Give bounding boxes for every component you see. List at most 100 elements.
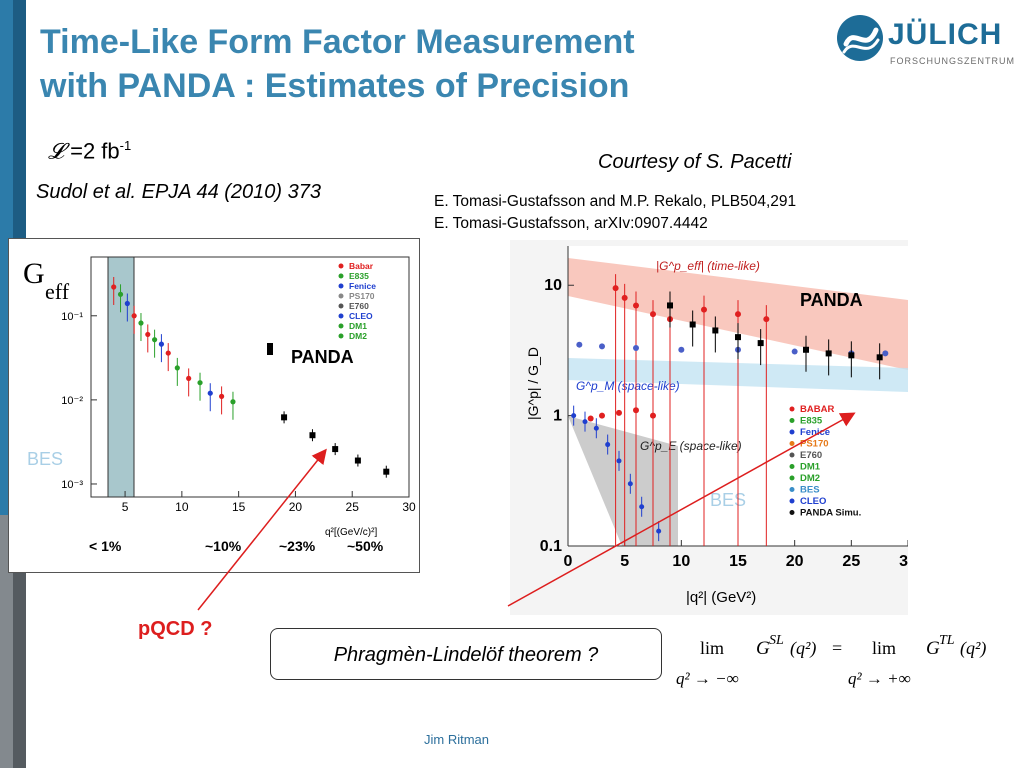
left-x-tick-label: 25 — [346, 500, 360, 514]
precision-label-3: ~23% — [279, 538, 316, 554]
left-panda-point — [309, 432, 316, 439]
left-legend-entry: Fenice — [349, 281, 376, 291]
right-ge-point — [639, 504, 645, 510]
left-experimental-point — [165, 350, 171, 356]
formula-sup-right: TL — [939, 633, 955, 648]
right-legend-entry: PANDA Simu. — [800, 508, 861, 519]
juelich-logo: JÜLICH FORSCHUNGSZENTRUM — [836, 14, 1014, 74]
right-panda-point — [712, 327, 719, 334]
right-legend-entry: E760 — [800, 450, 822, 461]
left-experimental-point — [152, 337, 158, 343]
band-label-timelike: |G^p_eff| (time-like) — [656, 259, 760, 273]
right-gm-point — [599, 343, 605, 350]
courtesy-text: Courtesy of S. Pacetti — [598, 151, 792, 173]
left-panda-point — [354, 457, 361, 464]
band-label-ge: G^p_E (space-like) — [640, 439, 742, 453]
reference-1: E. Tomasi-Gustafsson and M.P. Rekalo, PL… — [434, 193, 797, 210]
right-lowq-point — [633, 407, 639, 414]
formula-lim-left: lim — [700, 638, 724, 658]
sudol-reference: Sudol et al. EPJA 44 (2010) 373 — [36, 181, 321, 203]
right-y-tick-label: 1 — [553, 408, 562, 425]
formula-sub-left: q² → −∞ — [676, 669, 739, 688]
left-y-tick-label: 10⁻¹ — [61, 311, 83, 323]
luminosity-label: 𝓛 =2 fb-1 — [48, 138, 131, 164]
right-x-tick-label: 5 — [620, 553, 629, 570]
left-experimental-point — [158, 341, 165, 347]
pqcd-label: pQCD ? — [138, 618, 213, 640]
left-panda-marker — [267, 343, 273, 355]
formula-equals: = — [832, 638, 842, 658]
right-chart-svg: |G^p_eff| (time-like) G^p_M (space-like)… — [510, 240, 917, 615]
left-experimental-point — [145, 331, 151, 338]
right-panda-point — [848, 352, 855, 359]
right-x-tick-label: 15 — [729, 553, 747, 570]
right-gm-point — [791, 348, 798, 355]
luminosity-value: =2 fb — [64, 138, 120, 164]
juelich-logo-icon — [837, 15, 883, 61]
logo-subtitle: FORSCHUNGSZENTRUM — [890, 56, 1015, 66]
right-lowq-point — [587, 415, 594, 422]
left-bes-label: BES — [27, 449, 63, 469]
right-legend-entry: PS170 — [800, 439, 829, 450]
right-lowq-point — [650, 412, 656, 419]
right-panda-point — [757, 340, 764, 347]
right-x-label: |q²| (GeV²) — [686, 589, 756, 606]
left-legend-marker — [338, 293, 344, 299]
left-y-tick-label: 10⁻³ — [61, 479, 83, 491]
left-chart-svg: G eff BES q²[(GeV/c)²] PANDA 5 10 15 20 25 30… — [23, 256, 416, 554]
left-legend-marker — [338, 313, 344, 319]
right-legend-marker — [789, 406, 795, 412]
right-bes-label: BES — [710, 490, 746, 510]
right-x-tick-label: 10 — [672, 553, 690, 570]
left-legend-marker — [338, 323, 344, 329]
right-gm-point — [633, 345, 639, 352]
right-ge-point — [627, 481, 633, 487]
right-ge-point — [571, 413, 577, 419]
formula-sub-right: q² → +∞ — [848, 669, 911, 688]
right-y-label: |G^p| / G_D — [525, 347, 541, 420]
right-timelike-point — [701, 306, 707, 313]
right-gm-point — [678, 346, 685, 353]
left-legend-entry: PS170 — [349, 291, 375, 301]
right-gm-point — [882, 350, 889, 357]
left-y-tick-label: 10⁻² — [61, 395, 83, 407]
slide-title: Time-Like Form Factor Measurement with P… — [40, 20, 800, 108]
luminosity-exponent: -1 — [119, 138, 132, 153]
left-legend-marker — [338, 263, 344, 269]
right-ge-point — [593, 425, 599, 431]
right-legend-marker — [789, 498, 795, 504]
left-experimental-point — [230, 399, 236, 405]
right-legend-marker — [789, 418, 795, 423]
formula-lim-right: lim — [872, 638, 896, 658]
left-data-marks — [111, 276, 390, 478]
left-legend-entry: E760 — [349, 301, 369, 311]
left-panda-point — [332, 446, 339, 453]
left-x-tick-label: 5 — [122, 500, 129, 514]
left-experimental-point — [138, 320, 144, 326]
logo-wordmark: JÜLICH — [888, 18, 1003, 51]
left-experimental-point — [117, 291, 124, 297]
right-lowq-point — [599, 412, 605, 419]
left-x-label: q²[(GeV/c)²] — [325, 527, 377, 538]
references: E. Tomasi-Gustafsson and M.P. Rekalo, PL… — [434, 191, 796, 235]
left-experimental-point — [207, 390, 213, 396]
right-ge-point — [582, 419, 588, 425]
right-ge-point — [656, 528, 662, 534]
right-panda-point — [735, 334, 741, 341]
limit-formula: lim q² → −∞ G SL (q²) = lim q² → +∞ G TL… — [676, 633, 986, 688]
theorem-box: Phragmèn-Lindelöf theorem ? — [270, 628, 662, 680]
left-experimental-point — [197, 380, 203, 386]
right-timelike-point — [763, 316, 770, 323]
sidebar-bottom-stripe — [0, 515, 13, 768]
left-y-symbol: G — [23, 257, 45, 290]
left-x-tick-label: 30 — [402, 500, 416, 514]
left-y-subscript: eff — [45, 279, 70, 304]
right-ge-point — [605, 442, 611, 448]
precision-label-1: < 1% — [89, 538, 122, 554]
right-legend-entry: BES — [800, 485, 820, 496]
right-timelike-point — [735, 311, 741, 318]
right-timelike-point — [612, 285, 619, 292]
left-legend-marker — [338, 283, 344, 289]
right-panda-point — [803, 346, 809, 353]
